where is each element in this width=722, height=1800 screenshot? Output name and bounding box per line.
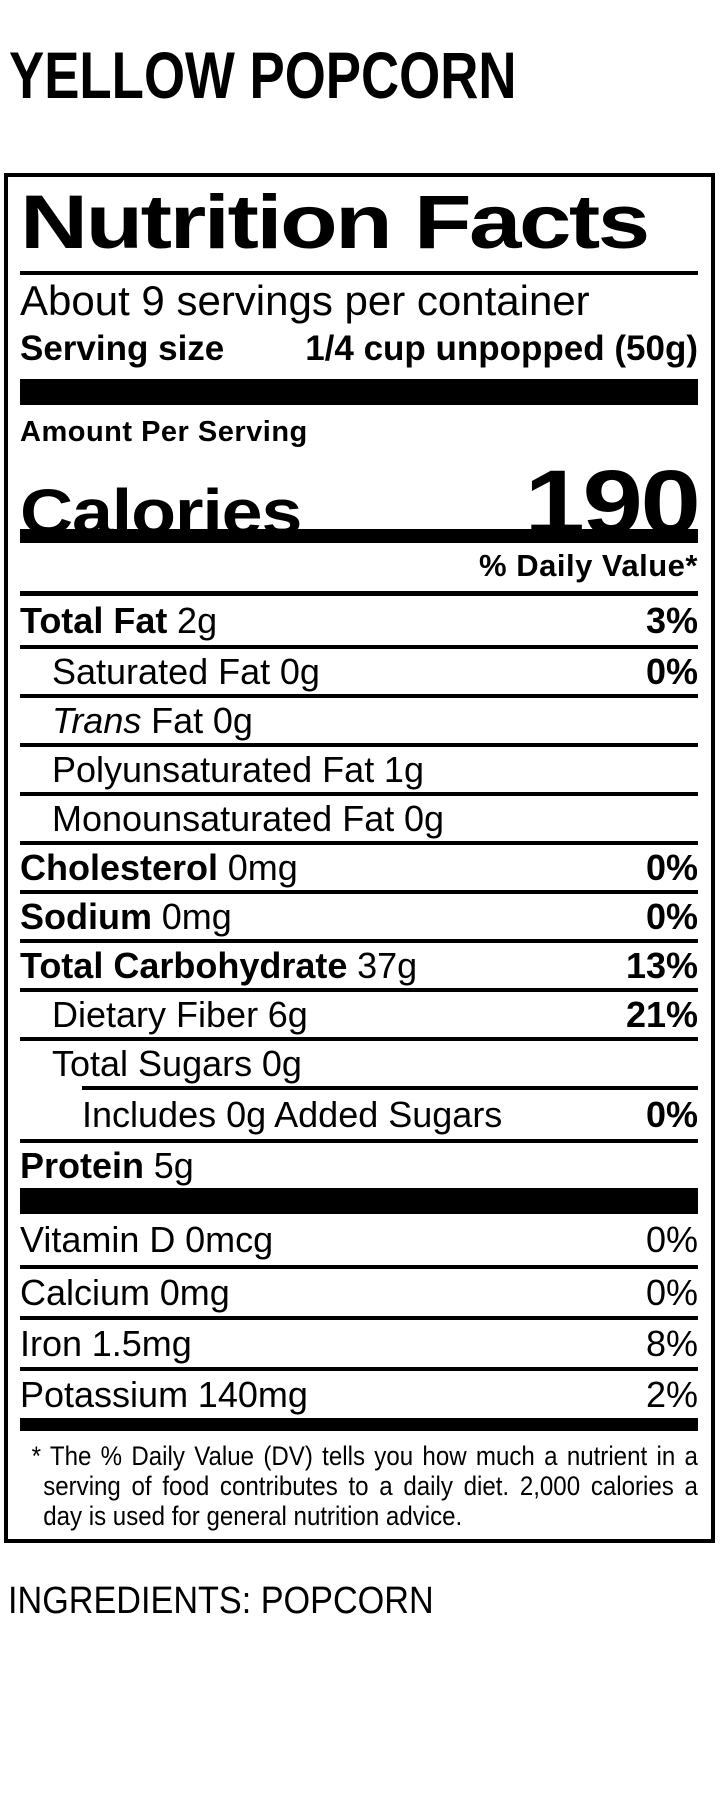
nutrient-amount: 6g	[267, 993, 308, 1035]
nutrient-amount: 1.5mg	[91, 1322, 192, 1364]
thick-rule	[20, 1188, 698, 1214]
nutrient-dv: 0%	[645, 846, 698, 888]
nutrition-facts-title: Nutrition Facts	[20, 180, 650, 265]
nutrient-dv: 2%	[645, 1373, 698, 1415]
nutrient-row-trans-fat: Trans Fat 0g	[20, 694, 698, 743]
nutrient-name: Total Fat	[20, 599, 168, 641]
nutrient-amount: 0g	[261, 1042, 302, 1084]
medium-rule	[20, 1418, 698, 1431]
nutrient-name: Polyunsaturated Fat	[52, 748, 375, 790]
daily-value-header: % Daily Value*	[479, 548, 698, 583]
calories-row: Calories 190	[20, 451, 700, 554]
title-divider	[20, 271, 698, 275]
calories-value: 190	[523, 452, 700, 554]
nutrient-amount: 140mg	[197, 1373, 308, 1415]
nutrient-dv: 21%	[625, 993, 698, 1035]
nutrient-name: Total Carbohydrate	[20, 944, 348, 986]
nutrient-amount: 0mg	[161, 895, 232, 937]
nutrient-row-total-carbohydrate: Total Carbohydrate 37g 13%	[20, 939, 698, 988]
nutrient-row-monounsaturated-fat: Monounsaturated Fat 0g	[20, 792, 698, 841]
nutrient-name: Dietary Fiber	[52, 993, 259, 1035]
nutrient-amount: 0g	[212, 699, 253, 741]
nutrient-name: Saturated Fat	[52, 650, 271, 692]
serving-size-value: 1/4 cup unpopped (50g)	[305, 329, 698, 368]
added-sugars-divider	[82, 1086, 698, 1090]
nutrient-amount: 5g	[153, 1144, 194, 1186]
nutrient-amount: 0g	[279, 650, 320, 692]
nutrient-row-total-fat: Total Fat 2g 3%	[20, 596, 698, 645]
nutrient-name: Potassium	[20, 1373, 189, 1415]
nutrient-name: Iron	[20, 1322, 83, 1364]
nutrient-name: Protein	[20, 1144, 145, 1186]
nutrient-row-protein: Protein 5g	[20, 1139, 698, 1188]
nutrient-amount: 0mg	[227, 846, 298, 888]
page: YELLOW POPCORN Nutrition Facts About 9 s…	[0, 40, 722, 1621]
nutrient-row-dietary-fiber: Dietary Fiber 6g 21%	[20, 988, 698, 1037]
nutrient-dv: 8%	[645, 1322, 698, 1364]
nutrient-dv: 0%	[645, 1218, 698, 1260]
nutrient-name: Monounsaturated Fat	[52, 797, 395, 839]
calories-label: Calories	[20, 476, 302, 548]
footnote-marker: *	[31, 1441, 41, 1471]
nutrient-row-added-sugars: Includes 0g Added Sugars 0%	[20, 1090, 698, 1139]
nutrient-name-italic: Trans	[52, 699, 142, 741]
nutrient-dv: 0%	[645, 1271, 698, 1313]
nutrient-row-cholesterol: Cholesterol 0mg 0%	[20, 841, 698, 890]
nutrient-row-saturated-fat: Saturated Fat 0g 0%	[20, 645, 698, 694]
nutrition-facts-label: Nutrition Facts About 9 servings per con…	[4, 173, 715, 1543]
nutrient-row-polyunsaturated-fat: Polyunsaturated Fat 1g	[20, 743, 698, 792]
nutrient-dv: 13%	[625, 944, 698, 986]
nutrient-name: Includes 0g Added Sugars	[82, 1093, 503, 1135]
micronutrient-row-calcium: Calcium 0mg 0%	[20, 1265, 698, 1316]
nutrient-amount: 37g	[357, 944, 418, 986]
nutrient-name: Cholesterol	[20, 846, 219, 888]
nutrient-dv: 0%	[645, 895, 698, 937]
product-title: YELLOW POPCORN	[9, 38, 517, 112]
footnote: * The % Daily Value (DV) tells you how m…	[20, 1431, 698, 1539]
nutrient-amount: 0mg	[159, 1271, 230, 1313]
medium-rule	[20, 529, 698, 543]
micronutrient-row-potassium: Potassium 140mg 2%	[20, 1367, 698, 1418]
nutrient-dv: 0%	[645, 650, 698, 692]
servings-per-container: About 9 servings per container	[20, 277, 590, 324]
nutrient-row-sodium: Sodium 0mg 0%	[20, 890, 698, 939]
nutrient-amount: 0g	[403, 797, 444, 839]
footnote-text: * The % Daily Value (DV) tells you how m…	[31, 1441, 698, 1531]
nutrient-dv: 0%	[645, 1093, 698, 1135]
thick-rule	[20, 379, 698, 405]
nutrient-name: Sodium	[20, 895, 152, 937]
micronutrient-row-iron: Iron 1.5mg 8%	[20, 1316, 698, 1367]
nutrient-dv: 3%	[645, 599, 698, 641]
nutrient-name: Vitamin D	[20, 1218, 176, 1260]
micronutrient-row-vitamin-d: Vitamin D 0mcg 0%	[20, 1214, 698, 1265]
ingredients-line: INGREDIENTS: POPCORN	[8, 1580, 434, 1622]
nutrient-name: Calcium	[20, 1271, 151, 1313]
nutrient-name: Total Sugars	[52, 1042, 253, 1084]
serving-size-row: Serving size 1/4 cup unpopped (50g)	[20, 327, 698, 379]
daily-value-divider	[20, 591, 698, 596]
nutrient-amount: 0mcg	[185, 1218, 274, 1260]
serving-size-label: Serving size	[20, 329, 225, 368]
nutrient-amount: 2g	[177, 599, 218, 641]
nutrient-amount: 1g	[383, 748, 424, 790]
amount-per-serving-label: Amount Per Serving	[20, 416, 308, 448]
nutrient-row-total-sugars: Total Sugars 0g	[20, 1037, 698, 1086]
nutrient-name: Fat	[151, 699, 204, 741]
